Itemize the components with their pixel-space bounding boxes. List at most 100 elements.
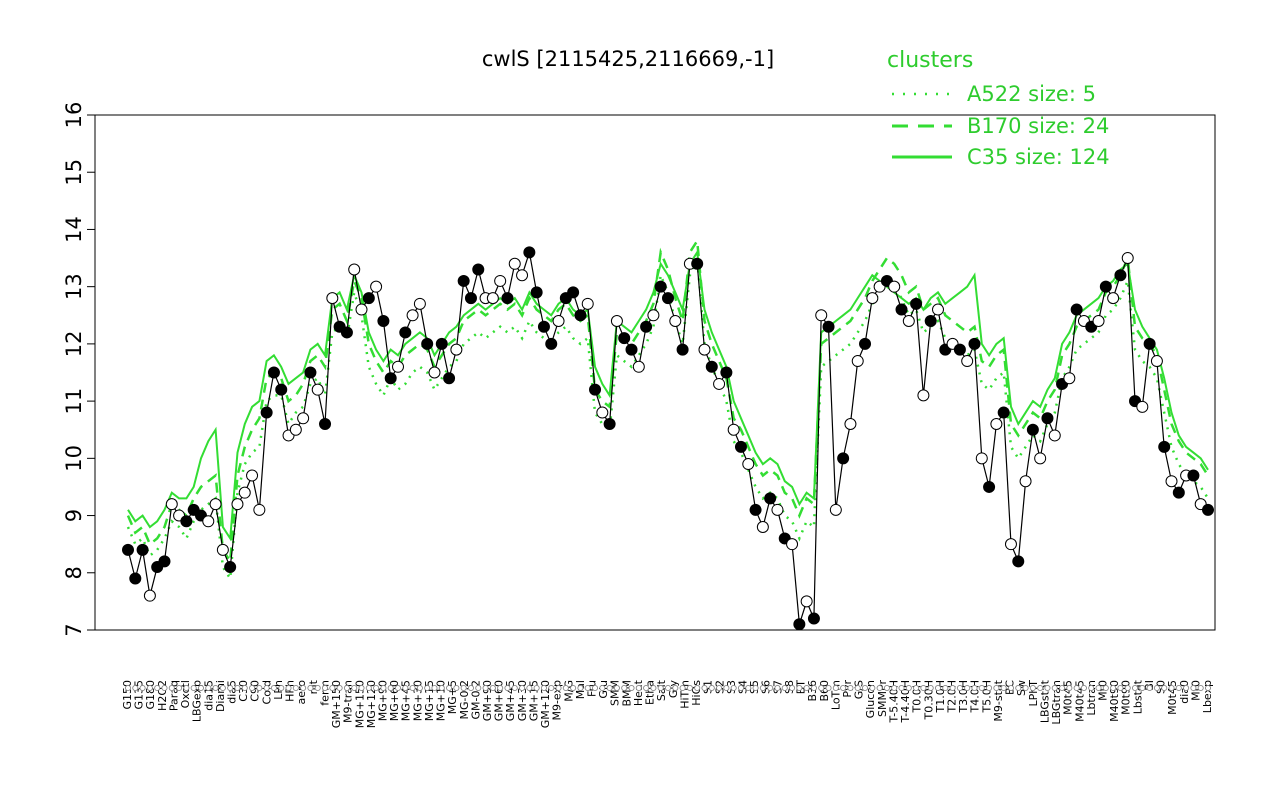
rug-marker <box>1059 684 1066 692</box>
rug-marker <box>664 684 672 692</box>
data-point <box>603 418 616 430</box>
rug-marker <box>978 684 985 692</box>
rug-marker <box>679 684 686 692</box>
data-point <box>997 406 1010 419</box>
rug-marker <box>672 684 679 692</box>
x-tick-label: MG+90 <box>376 680 389 721</box>
x-tick-label: MG+120 <box>365 680 378 728</box>
rug-marker <box>263 684 270 692</box>
data-point <box>304 366 317 379</box>
y-tick-label: 15 <box>62 159 86 186</box>
rug-marker <box>1131 684 1139 692</box>
rug-marker <box>1000 684 1007 692</box>
rug-marker <box>1153 684 1160 692</box>
rug-marker <box>555 684 562 692</box>
rug-marker <box>519 684 526 692</box>
rug-marker <box>329 684 336 692</box>
rug-marker <box>628 684 635 692</box>
rug-marker <box>905 684 912 692</box>
chart-title: cwlS [2115425,2116669,-1] <box>482 47 774 71</box>
data-point <box>209 498 222 511</box>
rug-marker <box>810 684 817 692</box>
rug-marker <box>1051 684 1058 692</box>
rug-marker <box>234 684 241 692</box>
data-point <box>1150 355 1163 368</box>
rug-marker <box>1037 684 1044 692</box>
rug-marker <box>336 684 343 692</box>
data-points <box>122 246 1214 631</box>
legend-entry-c35: C35 size: 124 <box>967 145 1110 169</box>
x-tick-label: B36 <box>806 680 819 702</box>
data-point <box>1107 292 1120 305</box>
data-point <box>669 315 682 327</box>
data-point <box>136 543 149 556</box>
rug-marker <box>489 684 496 692</box>
data-point <box>246 469 259 482</box>
data-point <box>370 280 383 293</box>
rug-marker <box>949 684 956 692</box>
rug-marker <box>161 684 168 692</box>
data-point <box>822 320 835 333</box>
data-point <box>829 503 842 516</box>
rug-marker <box>730 684 737 692</box>
y-tick-label: 8 <box>62 566 86 579</box>
data-point <box>567 286 580 299</box>
data-point <box>1092 315 1105 327</box>
x-tick-label: LPh <box>272 680 285 700</box>
rug-marker <box>548 684 555 692</box>
rug-marker <box>1073 684 1080 692</box>
data-point <box>297 412 310 425</box>
data-point <box>1063 372 1076 385</box>
data-point <box>348 263 361 276</box>
rug-marker <box>497 684 504 692</box>
rug-marker <box>745 684 752 692</box>
data-point <box>443 372 456 385</box>
y-tick-label: 10 <box>62 445 86 472</box>
rug-marker <box>168 684 175 692</box>
legend-title: clusters <box>887 48 973 73</box>
data-point <box>851 355 864 368</box>
data-point <box>1202 503 1214 516</box>
data-point <box>1004 538 1017 551</box>
rug-marker <box>635 684 642 692</box>
data-point <box>574 309 587 322</box>
data-point <box>355 303 368 316</box>
data-point <box>384 372 397 385</box>
x-tick-label: HiOs <box>690 680 703 706</box>
data-point <box>1165 475 1178 488</box>
rug-marker <box>1088 684 1095 692</box>
rug-marker <box>212 684 219 692</box>
rug-marker <box>781 684 788 692</box>
rug-marker <box>256 684 263 692</box>
rug-marker <box>927 684 934 692</box>
data-point <box>1048 429 1061 442</box>
rug-marker <box>825 684 832 692</box>
data-point <box>1187 469 1200 482</box>
data-point <box>1143 337 1156 350</box>
rug-marker <box>314 684 321 692</box>
rug-marker <box>1183 684 1190 692</box>
rug-marker <box>752 684 759 692</box>
data-point <box>742 458 755 471</box>
rug-marker <box>358 684 365 692</box>
rug-marker <box>1066 684 1073 692</box>
rug-marker <box>1029 684 1036 692</box>
data-point <box>807 612 820 625</box>
rug-marker <box>124 684 132 692</box>
rug-marker <box>343 684 350 692</box>
rug-marker <box>643 684 650 692</box>
rug-marker <box>1095 684 1102 692</box>
rug-marker <box>1146 684 1153 692</box>
data-point <box>377 315 390 327</box>
data-point <box>1114 269 1127 282</box>
rug-marker <box>533 684 540 692</box>
data-point <box>676 343 689 356</box>
rug-marker <box>227 684 234 692</box>
data-point <box>610 315 623 327</box>
data-point <box>392 360 404 373</box>
x-tick-label: LoTm <box>829 680 842 710</box>
data-point <box>143 589 156 602</box>
rug-marker <box>876 684 883 692</box>
rug-marker <box>132 684 139 692</box>
rug-marker <box>599 684 606 692</box>
